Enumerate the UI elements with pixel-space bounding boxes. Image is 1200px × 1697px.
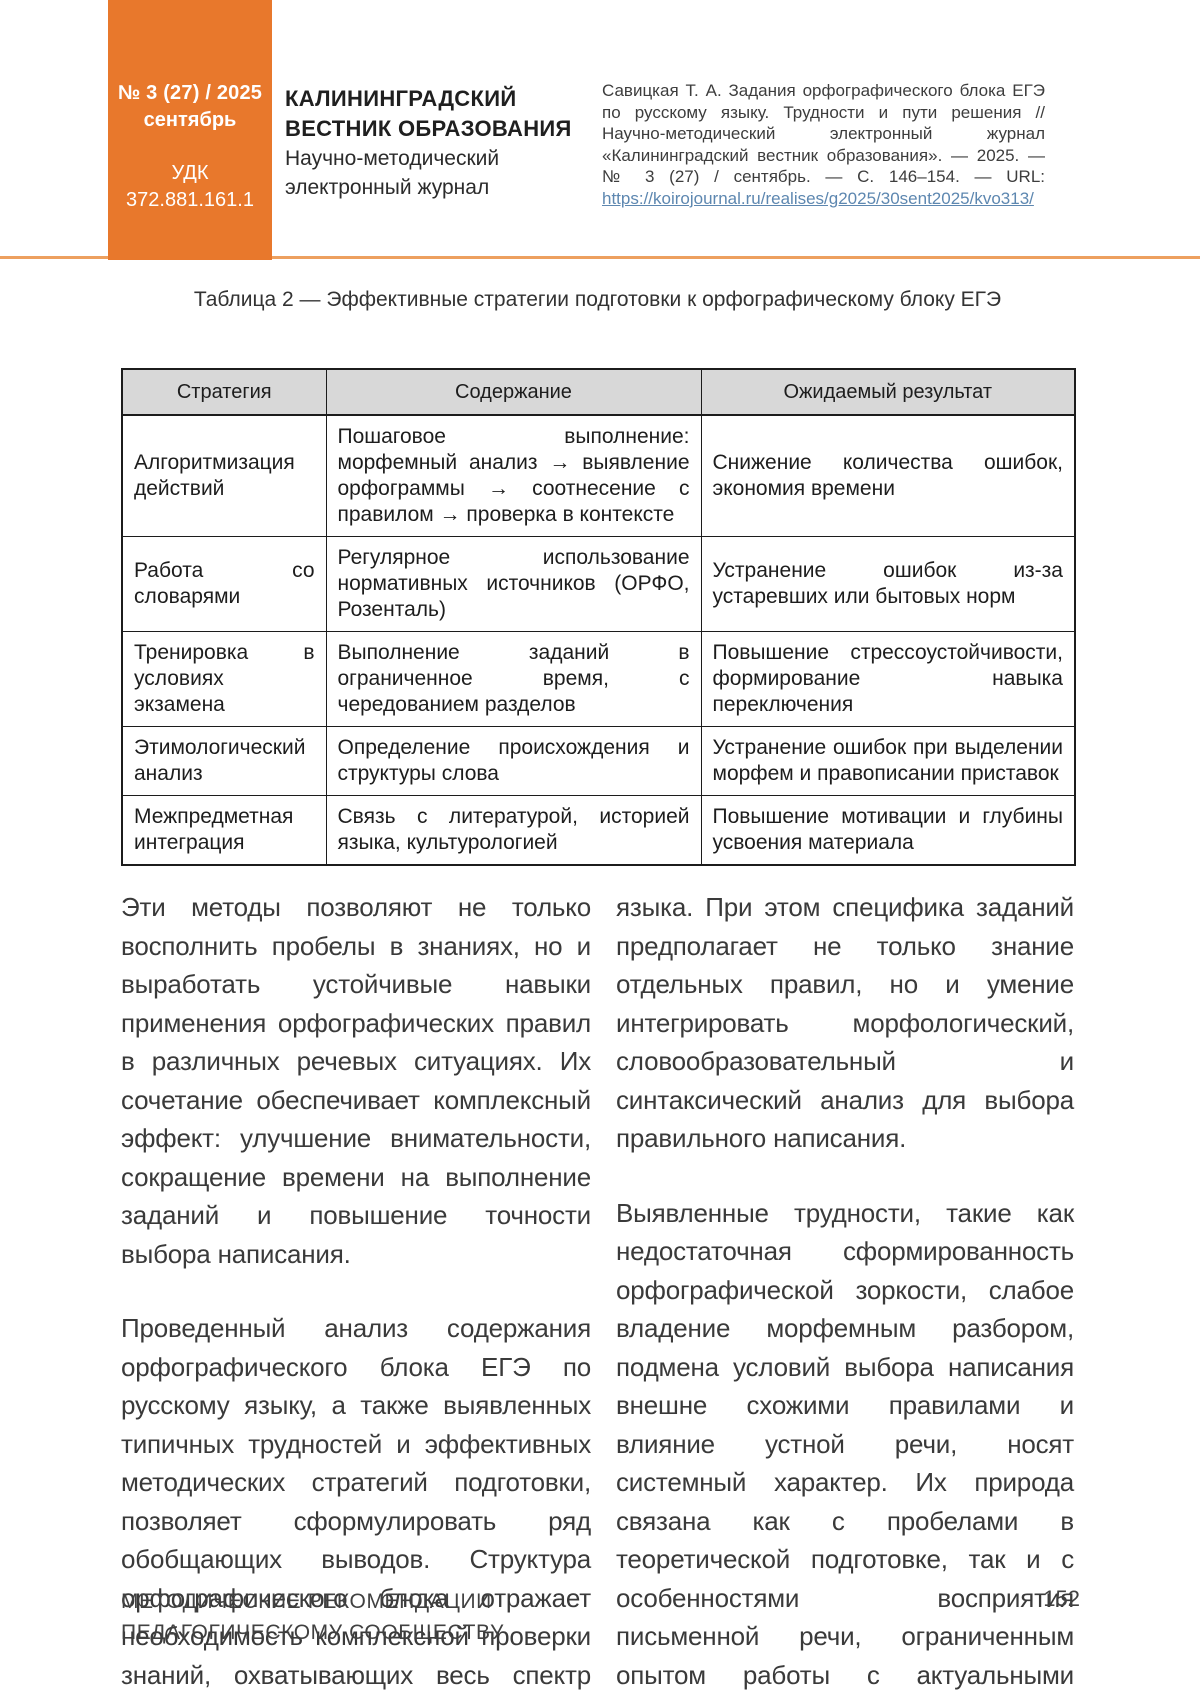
page-number: 152 — [1043, 1586, 1080, 1611]
column-header-result: Ожидаемый результат — [700, 368, 1076, 416]
cell-content: Определение происхождения и структуры сл… — [325, 726, 702, 796]
paragraph: Эти методы позволяют не только восполнит… — [121, 892, 591, 1269]
journal-subtitle-line2: электронный журнал — [285, 176, 490, 199]
citation-link[interactable]: https://koirojournal.ru/realises/g2025/3… — [602, 188, 1034, 208]
column-header-content: Содержание — [325, 368, 702, 416]
table-row: Алгоритмизация действий Пошаговое выполн… — [121, 414, 1076, 537]
cell-result: Повышение стрессоустойчивости, формирова… — [700, 631, 1076, 727]
issue-number: № 3 (27) / 2025 — [117, 82, 263, 104]
table-row: Этимологический анализ Определение проис… — [121, 726, 1076, 796]
footer-section-line1: МЕТОДИЧЕСКИЕ РЕКОМЕНДАЦИИ — [121, 1590, 492, 1613]
citation-text: Савицкая Т. А. Задания орфографического … — [602, 81, 1045, 186]
paragraph: Выявленные трудности, такие как недостат… — [616, 1197, 1074, 1690]
table-caption: Таблица 2 — Эффективные стратегии подгот… — [193, 288, 1002, 311]
cell-content: Выполнение заданий в ограниченное время,… — [325, 631, 702, 727]
cell-result: Устранение ошибок при выделении морфем и… — [700, 726, 1076, 796]
paragraph: языка. При этом специфика заданий предпо… — [616, 892, 1074, 1153]
cell-result: Снижение количества ошибок, экономия вре… — [700, 414, 1076, 537]
journal-subtitle-line1: Научно-методический — [285, 147, 500, 170]
cell-content: Регулярное использование нормативных ист… — [325, 536, 702, 632]
body-column-left: Эти методы позволяют не только восполнит… — [121, 888, 591, 1697]
cell-result: Повышение мотивации и глубины усвоения м… — [700, 795, 1076, 866]
journal-title-line1: КАЛИНИНГРАДСКИЙ — [285, 86, 517, 111]
header-divider-rule — [0, 256, 1200, 259]
cell-content: Связь с литературой, историей языка, кул… — [325, 795, 702, 866]
issue-badge: № 3 (27) / 2025 сентябрь УДК 372.881.161… — [108, 0, 272, 260]
body-column-right: языка. При этом специфика заданий предпо… — [616, 888, 1074, 1697]
cell-strategy: Алгоритмизация действий — [121, 414, 327, 537]
table-row: Тренировка в условиях экзамена Выполнени… — [121, 631, 1076, 727]
cell-strategy: Тренировка в условиях экзамена — [121, 631, 327, 727]
journal-title-line2: ВЕСТНИК ОБРАЗОВАНИЯ — [285, 116, 572, 141]
table-header-row: Стратегия Содержание Ожидаемый результат — [121, 368, 1076, 416]
footer-section-line2: ПЕДАГОГИЧЕСКОМУ СООБЩЕСТВУ — [121, 1621, 504, 1644]
article-citation: Савицкая Т. А. Задания орфографического … — [602, 80, 1045, 209]
udk-label: УДК — [171, 162, 209, 184]
cell-content: Пошаговое выполнение: морфемный анализ →… — [325, 414, 702, 537]
table-row: Работа со словарями Регулярное использов… — [121, 536, 1076, 632]
journal-title-block: КАЛИНИНГРАДСКИЙ ВЕСТНИК ОБРАЗОВАНИЯ Науч… — [285, 84, 572, 202]
udk-block: УДК 372.881.161.1 — [108, 160, 272, 214]
table-row: Межпредметная интеграция Связь с литерат… — [121, 795, 1076, 866]
strategies-table: Стратегия Содержание Ожидаемый результат… — [121, 368, 1076, 866]
cell-result: Устранение ошибок из-за устаревших или б… — [700, 536, 1076, 632]
cell-strategy: Работа со словарями — [121, 536, 327, 632]
cell-strategy: Межпредметная интеграция — [121, 795, 327, 866]
column-header-strategy: Стратегия — [121, 368, 327, 416]
footer-section-title: МЕТОДИЧЕСКИЕ РЕКОМЕНДАЦИИ ПЕДАГОГИЧЕСКОМ… — [121, 1586, 504, 1648]
issue-month: сентябрь — [143, 109, 237, 131]
udk-number: 372.881.161.1 — [126, 189, 254, 211]
paragraph: Проведенный анализ содержания орфографич… — [121, 1313, 591, 1690]
cell-strategy: Этимологический анализ — [121, 726, 327, 796]
article-body: Эти методы позволяют не только восполнит… — [121, 888, 1074, 1697]
